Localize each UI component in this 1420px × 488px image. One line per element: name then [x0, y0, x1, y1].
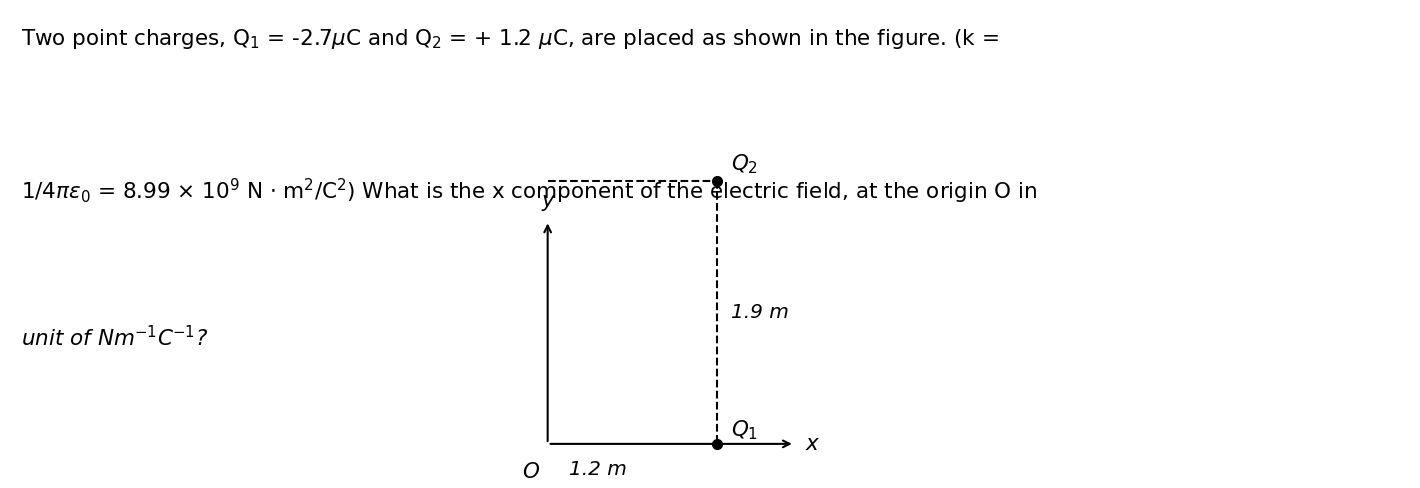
Text: $Q_1$: $Q_1$ [731, 418, 758, 442]
Text: y: y [541, 191, 554, 211]
Text: 1/4$\pi\varepsilon_0$ = 8.99 $\times$ 10$^9$ N $\cdot$ m$^2$/C$^2$) What is the : 1/4$\pi\varepsilon_0$ = 8.99 $\times$ 10… [21, 176, 1038, 205]
Text: O: O [523, 463, 540, 483]
Text: 1.9 m: 1.9 m [731, 303, 790, 322]
Text: x: x [807, 434, 819, 454]
Text: Two point charges, Q$_1$ = -2.7$\mu$C and Q$_2$ = + 1.2 $\mu$C, are placed as sh: Two point charges, Q$_1$ = -2.7$\mu$C an… [21, 27, 1000, 51]
Text: 1.2 m: 1.2 m [569, 460, 626, 479]
Text: $Q_2$: $Q_2$ [731, 153, 758, 176]
Text: unit of Nm$^{-1}$C$^{-1}$?: unit of Nm$^{-1}$C$^{-1}$? [21, 325, 209, 350]
